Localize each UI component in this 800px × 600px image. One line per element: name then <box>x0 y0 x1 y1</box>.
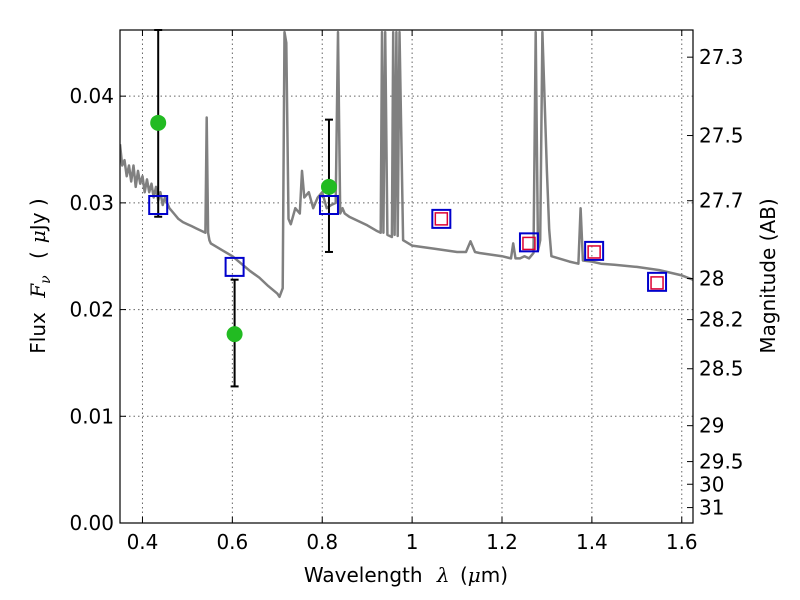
y-left-tick-label: 0.01 <box>69 404 114 428</box>
y-left-tick-label: 0.02 <box>69 298 114 322</box>
y-left-tick-label: 0.04 <box>69 84 114 108</box>
y-right-tick-label: 28.5 <box>699 357 744 381</box>
y-left-tick-label: 0.00 <box>69 511 114 535</box>
x-tick-label: 1.4 <box>576 530 608 554</box>
y-axis-left-label-symbol: F <box>26 283 50 299</box>
model-photometry-box <box>318 195 339 216</box>
x-axis-label: Wavelength λ (μm) <box>304 563 508 587</box>
model-inner-box <box>522 236 536 251</box>
errorbar-layer <box>154 29 333 388</box>
y-right-tick-label: 27.7 <box>699 189 744 213</box>
model-photometry-box <box>224 256 245 277</box>
model-photometry-box <box>584 240 605 261</box>
x-tick-label: 0.6 <box>216 530 248 554</box>
y-right-tick-label: 28 <box>699 267 724 291</box>
x-axis-label-unit-mu: μ <box>468 563 481 587</box>
x-tick-label: 0.8 <box>306 530 338 554</box>
model-photometry-box <box>148 195 169 216</box>
y-axis-left-label-sub: ν <box>38 275 54 284</box>
x-axis-label-unit-rest: m) <box>481 563 508 587</box>
x-axis-label-text: Wavelength <box>304 563 423 587</box>
model-photometry-box <box>647 271 668 292</box>
model-inner-box <box>650 276 664 290</box>
x-tick-label: 1.2 <box>486 530 518 554</box>
model-photometry-box <box>518 232 539 253</box>
y-right-tick-label: 31 <box>699 496 724 520</box>
y-right-tick-label: 28.2 <box>699 308 744 332</box>
x-tick-label: 0.4 <box>127 530 159 554</box>
x-axis-label-unit-open: ( <box>460 563 468 587</box>
y-axis-left-label-unit-open: ( <box>26 251 50 259</box>
observed-flux-point <box>226 326 243 343</box>
model-photometry-box <box>431 208 452 229</box>
observed-flux-point <box>150 114 167 131</box>
y-axis-left-label-text: Flux <box>26 312 50 354</box>
model-inner-box <box>587 245 601 259</box>
y-right-tick-label: 27.3 <box>699 45 744 69</box>
plot-frame <box>119 29 694 524</box>
spectrum-layer <box>120 30 693 299</box>
y-right-tick-label: 27.5 <box>699 124 744 148</box>
spectrum-line <box>120 30 693 299</box>
observed-flux-point <box>320 178 337 195</box>
x-tick-label: 1 <box>406 530 419 554</box>
x-axis-label-symbol: λ <box>436 563 450 587</box>
y-axis-left-label-unit-rest: Jy ) <box>26 198 50 232</box>
y-right-tick-label: 30 <box>699 472 724 496</box>
tick-layer: 0.4 0.6 0.8 1 1.2 1.4 1.6 0.00 0.01 0.02 0.03 0.04 2… <box>69 30 744 554</box>
grid-layer <box>120 30 693 523</box>
y-axis-right-label: Magnitude (AB) <box>756 198 780 353</box>
model-inner-box <box>434 212 449 226</box>
y-axis-left-label-unit-mu: μ <box>26 230 50 243</box>
y-right-tick-label: 29 <box>699 414 724 438</box>
y-axis-left-label: Flux Fν ( μJy ) <box>26 198 55 353</box>
marker-layer <box>148 114 668 343</box>
x-tick-label: 1.6 <box>666 530 698 554</box>
y-left-tick-label: 0.03 <box>69 191 114 215</box>
y-right-tick-label: 29.5 <box>699 450 744 474</box>
